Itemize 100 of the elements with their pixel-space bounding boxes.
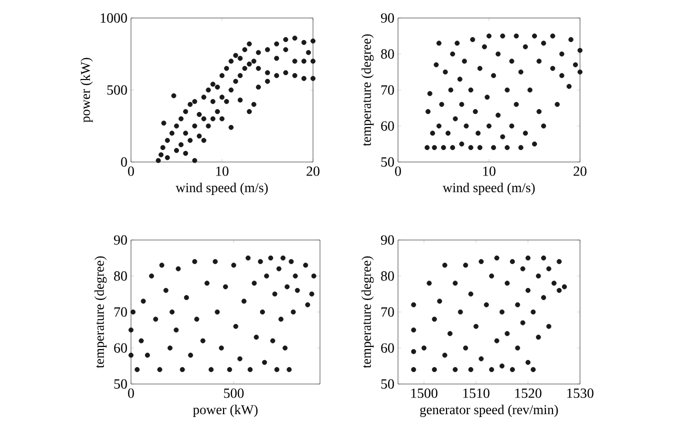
point (458, 310, 463, 314)
point (432, 367, 437, 372)
y-tick-label: 90 (380, 13, 394, 23)
point (504, 280, 510, 286)
y-tick-label: 60 (381, 343, 394, 353)
point (494, 338, 500, 344)
point (200, 338, 206, 344)
point (520, 320, 526, 326)
point (494, 256, 500, 260)
point (526, 360, 531, 365)
point (204, 280, 210, 286)
point (546, 324, 552, 329)
point (536, 274, 541, 278)
point (218, 346, 224, 350)
point (422, 346, 427, 350)
y-tick-label: 70 (114, 307, 127, 317)
point (303, 262, 308, 268)
point (484, 302, 489, 308)
point (478, 259, 484, 264)
point (276, 266, 282, 272)
point (541, 295, 546, 300)
y-tick-label: 60 (114, 343, 127, 353)
point (489, 367, 494, 372)
point (411, 328, 416, 332)
point (562, 284, 567, 290)
point (274, 367, 280, 372)
y-tick-label: 90 (380, 235, 394, 245)
point (552, 280, 557, 286)
y-tick-label: 90 (114, 235, 127, 245)
point (286, 367, 292, 372)
point (227, 367, 232, 372)
point (309, 292, 314, 296)
y-axis-title: temperature (degree) (94, 256, 107, 368)
point (208, 367, 214, 372)
x-tick-label: 10 (216, 166, 228, 176)
point (452, 280, 458, 286)
point (231, 262, 236, 268)
point (157, 367, 162, 372)
point (153, 316, 158, 322)
y-tick-label: 80 (381, 49, 394, 59)
point (140, 298, 146, 304)
y-tick-label: 50 (114, 379, 127, 389)
x-tick-label: 1510 (463, 388, 490, 398)
point (130, 310, 136, 314)
point (541, 256, 546, 260)
point (280, 256, 286, 260)
y-tick-label: 0 (121, 157, 127, 167)
point (432, 316, 437, 322)
point (504, 331, 510, 336)
point (184, 295, 189, 300)
x-tick-label: 0 (395, 166, 401, 176)
x-tick-label: 0 (128, 166, 134, 176)
x-tick-label: 20 (306, 166, 320, 176)
point (163, 288, 168, 293)
point (536, 334, 541, 340)
point (264, 274, 270, 278)
point (556, 259, 562, 264)
x-tick-label: 1500 (411, 388, 438, 398)
y-tick-label: 70 (381, 85, 394, 95)
point (260, 310, 265, 314)
point (176, 266, 181, 272)
y-tick-label: 80 (381, 271, 394, 281)
x-axis-title: wind speed (m/s) (176, 182, 268, 195)
point (149, 274, 154, 278)
y-tick-label: 500 (107, 85, 127, 95)
point (254, 334, 259, 340)
point (463, 262, 468, 268)
point (556, 288, 562, 293)
x-tick-label: 1520 (515, 388, 542, 398)
point (134, 367, 140, 372)
point (188, 352, 194, 358)
point (180, 367, 185, 372)
point (278, 316, 284, 322)
point (452, 367, 458, 372)
point (411, 367, 416, 372)
point (510, 367, 515, 372)
point (192, 259, 198, 264)
point (411, 349, 416, 354)
point (170, 310, 175, 314)
point (426, 280, 432, 286)
y-axis-title: power (kW) (80, 58, 93, 122)
point (474, 324, 479, 329)
point (468, 292, 474, 296)
x-tick-label: 20 (574, 166, 586, 176)
point (411, 302, 416, 308)
point (241, 298, 246, 304)
point (222, 284, 228, 290)
point (237, 356, 242, 362)
point (272, 292, 278, 296)
point (515, 346, 520, 350)
x-axis-title: power (kW) (193, 404, 258, 417)
point (248, 367, 253, 372)
x-tick-label: 1530 (567, 388, 594, 398)
point (288, 259, 294, 264)
x-axis-title: generator speed (rev/min) (420, 404, 558, 418)
point (268, 256, 274, 260)
point (526, 256, 531, 260)
y-tick-label: 70 (381, 307, 394, 317)
point (530, 310, 536, 314)
point (128, 352, 134, 358)
